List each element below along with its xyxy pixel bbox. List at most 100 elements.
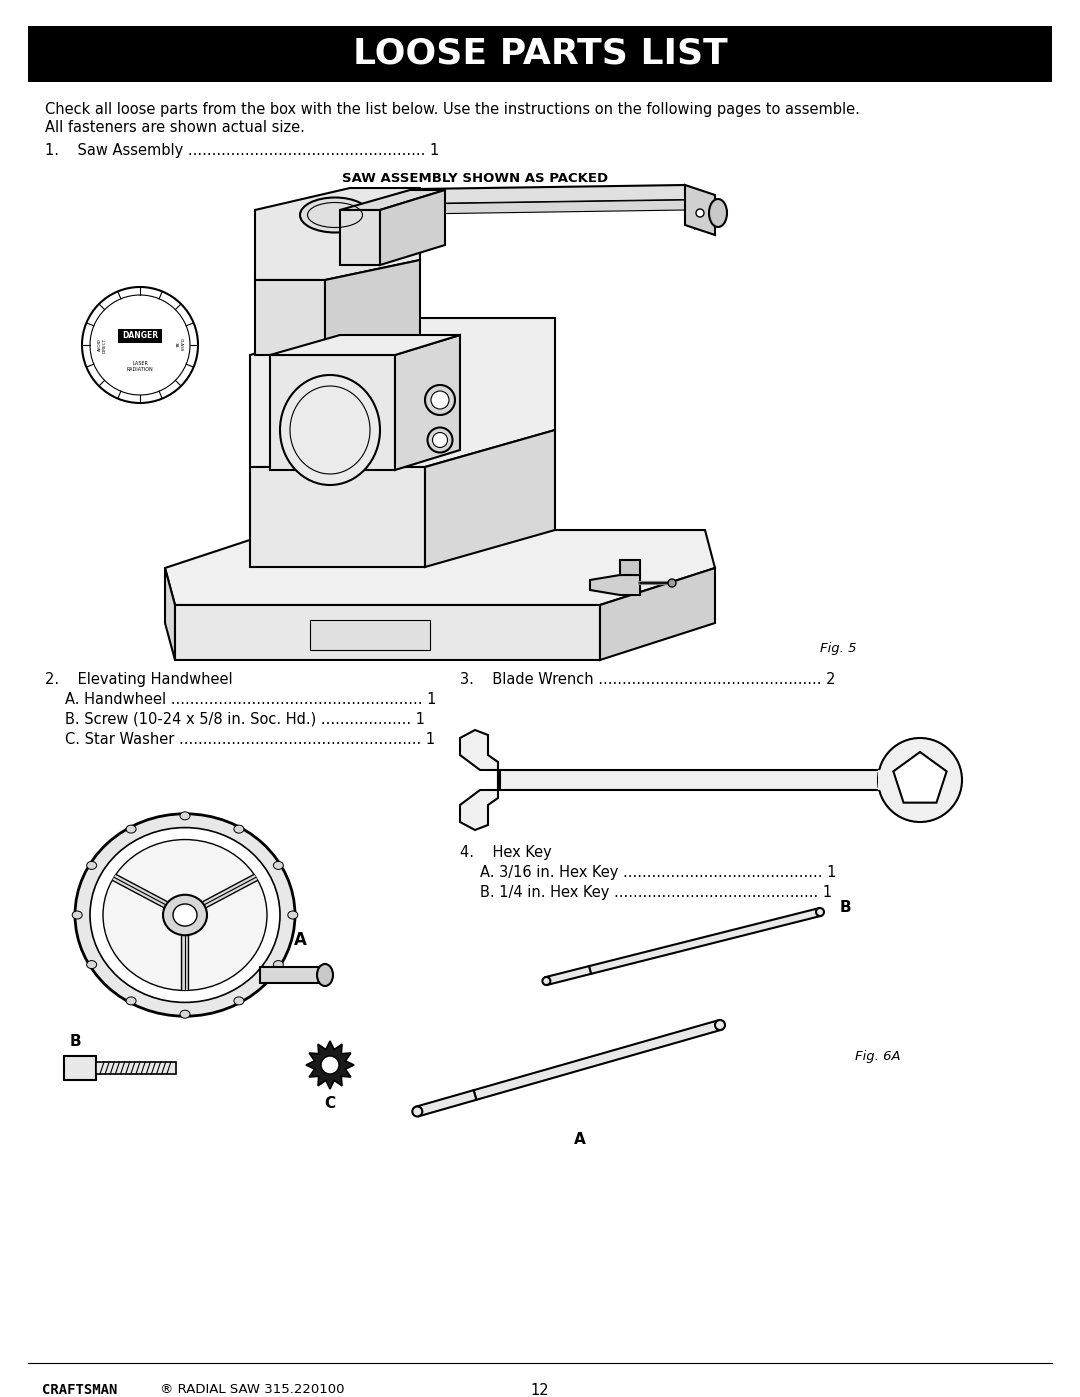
Text: LOOSE PARTS LIST: LOOSE PARTS LIST xyxy=(353,36,727,71)
Circle shape xyxy=(696,210,704,217)
Ellipse shape xyxy=(180,812,190,820)
Text: A: A xyxy=(294,930,307,949)
Text: 12: 12 xyxy=(530,1383,550,1397)
Ellipse shape xyxy=(86,862,96,869)
Polygon shape xyxy=(175,605,600,659)
Ellipse shape xyxy=(426,386,455,415)
Bar xyxy=(118,330,162,344)
Polygon shape xyxy=(270,355,395,469)
Polygon shape xyxy=(165,569,175,659)
Text: C: C xyxy=(324,1095,336,1111)
Ellipse shape xyxy=(300,197,370,232)
Polygon shape xyxy=(310,620,430,650)
Ellipse shape xyxy=(708,198,727,226)
Text: LASER
RADIATION: LASER RADIATION xyxy=(126,360,153,372)
Polygon shape xyxy=(426,430,555,567)
Polygon shape xyxy=(589,908,821,974)
Polygon shape xyxy=(295,279,340,360)
Circle shape xyxy=(82,286,198,402)
Circle shape xyxy=(878,738,962,821)
Text: B. 1/4 in. Hex Key ........................................... 1: B. 1/4 in. Hex Key .....................… xyxy=(480,886,832,900)
Text: Check all loose parts from the box with the list below. Use the instructions on : Check all loose parts from the box with … xyxy=(45,102,860,117)
Polygon shape xyxy=(249,467,426,567)
Polygon shape xyxy=(340,210,380,265)
Text: Fig. 5: Fig. 5 xyxy=(820,643,856,655)
Polygon shape xyxy=(380,190,445,265)
Bar xyxy=(500,770,910,789)
Polygon shape xyxy=(545,967,591,985)
Ellipse shape xyxy=(432,433,447,447)
Ellipse shape xyxy=(431,391,449,409)
Ellipse shape xyxy=(280,374,380,485)
Text: 1.    Saw Assembly .................................................. 1: 1. Saw Assembly ........................… xyxy=(45,142,440,158)
Text: A. 3/16 in. Hex Key .......................................... 1: A. 3/16 in. Hex Key ....................… xyxy=(480,865,836,880)
Polygon shape xyxy=(395,335,460,469)
Polygon shape xyxy=(460,731,498,830)
Ellipse shape xyxy=(273,961,283,968)
Text: B. Screw (10-24 x 5/8 in. Soc. Hd.) ................... 1: B. Screw (10-24 x 5/8 in. Soc. Hd.) ....… xyxy=(65,712,426,726)
Ellipse shape xyxy=(126,997,136,1004)
Ellipse shape xyxy=(234,826,244,833)
Ellipse shape xyxy=(173,904,197,926)
Ellipse shape xyxy=(273,862,283,869)
Text: ® RADIAL SAW 315.220100: ® RADIAL SAW 315.220100 xyxy=(160,1383,345,1396)
Polygon shape xyxy=(340,200,696,235)
Bar xyxy=(64,1056,96,1080)
Bar xyxy=(878,770,883,789)
Polygon shape xyxy=(590,576,640,595)
Polygon shape xyxy=(340,263,395,360)
Circle shape xyxy=(669,578,676,587)
Text: A: A xyxy=(575,1133,585,1147)
Polygon shape xyxy=(893,752,947,803)
Polygon shape xyxy=(685,184,715,235)
Text: All fasteners are shown actual size.: All fasteners are shown actual size. xyxy=(45,120,305,136)
Ellipse shape xyxy=(287,911,298,919)
Circle shape xyxy=(715,1020,725,1030)
Polygon shape xyxy=(260,967,330,983)
Polygon shape xyxy=(255,279,325,355)
Polygon shape xyxy=(325,260,420,355)
Polygon shape xyxy=(306,1041,354,1090)
Polygon shape xyxy=(416,1090,476,1116)
Text: Fig. 6A: Fig. 6A xyxy=(855,1051,901,1063)
Bar xyxy=(28,27,1052,82)
Circle shape xyxy=(321,1056,339,1074)
Polygon shape xyxy=(340,184,696,225)
Ellipse shape xyxy=(72,911,82,919)
Polygon shape xyxy=(270,335,460,355)
Ellipse shape xyxy=(180,1010,190,1018)
Text: 2.    Elevating Handwheel: 2. Elevating Handwheel xyxy=(45,672,232,687)
Bar xyxy=(96,1062,176,1074)
Polygon shape xyxy=(600,569,715,659)
Ellipse shape xyxy=(103,840,267,990)
Text: SAW ASSEMBLY SHOWN AS PACKED: SAW ASSEMBLY SHOWN AS PACKED xyxy=(342,172,608,184)
Polygon shape xyxy=(620,560,640,576)
Polygon shape xyxy=(295,263,395,279)
Ellipse shape xyxy=(234,997,244,1004)
Ellipse shape xyxy=(90,827,280,1003)
Polygon shape xyxy=(165,529,715,605)
Text: C. Star Washer ................................................... 1: C. Star Washer .........................… xyxy=(65,732,435,747)
Polygon shape xyxy=(249,319,555,467)
Text: DANGER: DANGER xyxy=(122,331,158,341)
Text: B: B xyxy=(69,1035,81,1049)
Text: CLASS
3A: CLASS 3A xyxy=(174,338,183,352)
Ellipse shape xyxy=(75,814,295,1016)
Text: CRAFTSMAN: CRAFTSMAN xyxy=(42,1383,118,1397)
Text: 3.    Blade Wrench ............................................... 2: 3. Blade Wrench ........................… xyxy=(460,672,836,687)
Circle shape xyxy=(90,295,190,395)
Ellipse shape xyxy=(428,427,453,453)
Circle shape xyxy=(542,977,551,985)
Circle shape xyxy=(816,908,824,916)
Polygon shape xyxy=(255,189,420,279)
Text: AVOID
DIRECT: AVOID DIRECT xyxy=(97,338,106,352)
Ellipse shape xyxy=(318,964,333,986)
Text: 4.    Hex Key: 4. Hex Key xyxy=(460,845,552,861)
Text: B: B xyxy=(840,900,852,915)
Polygon shape xyxy=(340,190,445,210)
Polygon shape xyxy=(474,1020,721,1099)
Text: A. Handwheel ..................................................... 1: A. Handwheel ...........................… xyxy=(65,692,436,707)
Ellipse shape xyxy=(163,894,207,935)
Ellipse shape xyxy=(126,826,136,833)
Ellipse shape xyxy=(86,961,96,968)
